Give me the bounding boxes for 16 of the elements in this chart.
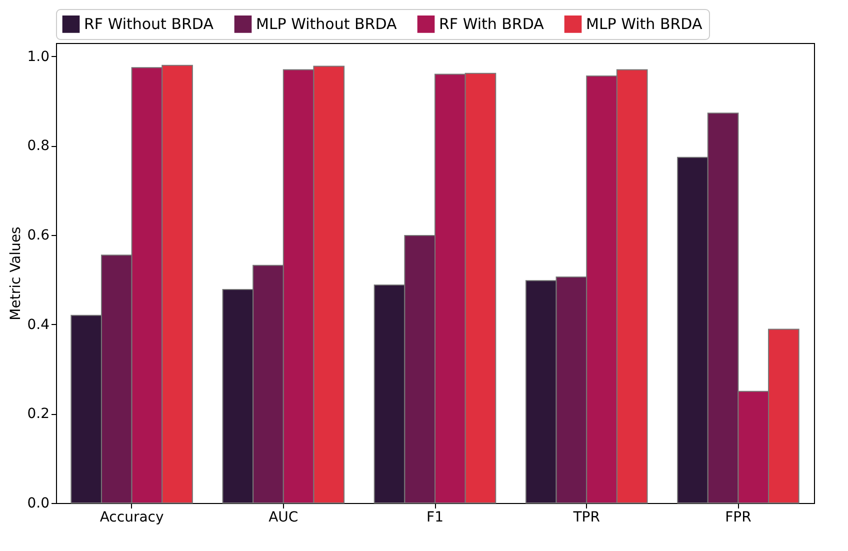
y-tick-label: 0.4 bbox=[27, 316, 50, 333]
y-axis-title: Metric Values bbox=[8, 226, 24, 320]
x-tick-label: AUC bbox=[268, 510, 298, 526]
x-tick-label: F1 bbox=[426, 510, 444, 526]
y-tick-label: 0.6 bbox=[27, 228, 50, 244]
y-tick-label: 1.0 bbox=[27, 48, 50, 65]
y-tick-label: 0.0 bbox=[27, 496, 50, 512]
x-tick-label: Accuracy bbox=[100, 510, 164, 526]
x-tick-label: FPR bbox=[725, 510, 752, 526]
legend-label: RF With BRDA bbox=[439, 15, 545, 34]
legend-label: MLP With BRDA bbox=[586, 15, 703, 34]
legend-label: RF Without BRDA bbox=[84, 15, 214, 34]
x-tick-label: TPR bbox=[572, 510, 600, 526]
y-tick-label: 0.8 bbox=[27, 138, 50, 154]
legend-label: MLP Without BRDA bbox=[256, 15, 398, 34]
y-tick-label: 0.2 bbox=[27, 406, 50, 422]
